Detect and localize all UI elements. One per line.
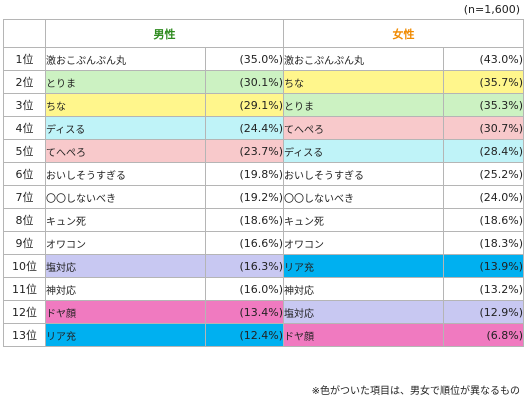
female-percent-cell: (35.3%) [443, 93, 524, 117]
male-term-cell: ディスる [45, 116, 206, 140]
male-term-cell: ドヤ顔 [45, 300, 206, 324]
table-row: 10位 塩対応 (16.3%) リア充 (13.9%) [3, 254, 524, 278]
male-percent-cell: (29.1%) [205, 93, 284, 117]
table-row: 6位 おいしそうすぎる (19.8%) おいしそうすぎる (25.2%) [3, 162, 524, 186]
male-percent-cell: (12.4%) [205, 323, 284, 347]
male-percent-cell: (30.1%) [205, 70, 284, 94]
female-percent-cell: (12.9%) [443, 300, 524, 324]
female-percent-cell: (13.9%) [443, 254, 524, 278]
female-term-cell: オワコン [283, 231, 444, 255]
male-term-cell: てへぺろ [45, 139, 206, 163]
table-row: 13位 リア充 (12.4%) ドヤ顔 (6.8%) [3, 323, 524, 347]
male-percent-cell: (16.3%) [205, 254, 284, 278]
female-term-cell: おいしそうすぎる [283, 162, 444, 186]
table-row: 1位 激おこぷんぷん丸 (35.0%) 激おこぷんぷん丸 (43.0%) [3, 47, 524, 71]
female-term-cell: 塩対応 [283, 300, 444, 324]
male-percent-cell: (23.7%) [205, 139, 284, 163]
male-header: 男性 [45, 19, 284, 48]
female-term-cell: ドヤ顔 [283, 323, 444, 347]
rank-cell: 10位 [3, 254, 46, 278]
male-term-cell: ちな [45, 93, 206, 117]
male-term-cell: リア充 [45, 323, 206, 347]
table-row: 12位 ドヤ顔 (13.4%) 塩対応 (12.9%) [3, 300, 524, 324]
female-percent-cell: (24.0%) [443, 185, 524, 209]
rank-cell: 8位 [3, 208, 46, 232]
male-term-cell: 〇〇しないべき [45, 185, 206, 209]
male-term-cell: 激おこぷんぷん丸 [45, 47, 206, 71]
table-row: 11位 神対応 (16.0%) 神対応 (13.2%) [3, 277, 524, 301]
female-percent-cell: (6.8%) [443, 323, 524, 347]
female-percent-cell: (18.6%) [443, 208, 524, 232]
footnote: ※色がついた項目は、男女で順位が異なるもの [311, 386, 520, 397]
sample-size-note: (n=1,600) [463, 3, 520, 16]
female-percent-cell: (30.7%) [443, 116, 524, 140]
rank-cell: 3位 [3, 93, 46, 117]
rank-cell: 6位 [3, 162, 46, 186]
female-header: 女性 [283, 19, 524, 48]
male-percent-cell: (18.6%) [205, 208, 284, 232]
female-percent-cell: (28.4%) [443, 139, 524, 163]
female-percent-cell: (25.2%) [443, 162, 524, 186]
male-term-cell: 神対応 [45, 277, 206, 301]
header-row: 男性 女性 [3, 19, 524, 48]
female-term-cell: キュン死 [283, 208, 444, 232]
male-percent-cell: (16.6%) [205, 231, 284, 255]
male-percent-cell: (35.0%) [205, 47, 284, 71]
rank-cell: 4位 [3, 116, 46, 140]
female-term-cell: ちな [283, 70, 444, 94]
rank-header-cell [3, 19, 46, 48]
male-term-cell: キュン死 [45, 208, 206, 232]
male-percent-cell: (24.4%) [205, 116, 284, 140]
table-row: 2位 とりま (30.1%) ちな (35.7%) [3, 70, 524, 94]
table-row: 3位 ちな (29.1%) とりま (35.3%) [3, 93, 524, 117]
table-row: 8位 キュン死 (18.6%) キュン死 (18.6%) [3, 208, 524, 232]
female-term-cell: リア充 [283, 254, 444, 278]
male-term-cell: とりま [45, 70, 206, 94]
rank-cell: 7位 [3, 185, 46, 209]
female-term-cell: 神対応 [283, 277, 444, 301]
female-percent-cell: (35.7%) [443, 70, 524, 94]
male-term-cell: 塩対応 [45, 254, 206, 278]
male-term-cell: おいしそうすぎる [45, 162, 206, 186]
table-row: 9位 オワコン (16.6%) オワコン (18.3%) [3, 231, 524, 255]
male-percent-cell: (19.8%) [205, 162, 284, 186]
female-term-cell: てへぺろ [283, 116, 444, 140]
female-percent-cell: (18.3%) [443, 231, 524, 255]
table-row: 5位 てへぺろ (23.7%) ディスる (28.4%) [3, 139, 524, 163]
table-row: 7位 〇〇しないべき (19.2%) 〇〇しないべき (24.0%) [3, 185, 524, 209]
male-term-cell: オワコン [45, 231, 206, 255]
male-percent-cell: (16.0%) [205, 277, 284, 301]
table-row: 4位 ディスる (24.4%) てへぺろ (30.7%) [3, 116, 524, 140]
female-term-cell: 〇〇しないべき [283, 185, 444, 209]
rank-cell: 12位 [3, 300, 46, 324]
female-percent-cell: (13.2%) [443, 277, 524, 301]
male-percent-cell: (13.4%) [205, 300, 284, 324]
female-term-cell: とりま [283, 93, 444, 117]
rank-cell: 9位 [3, 231, 46, 255]
rank-cell: 5位 [3, 139, 46, 163]
female-term-cell: ディスる [283, 139, 444, 163]
rank-cell: 13位 [3, 323, 46, 347]
rank-cell: 2位 [3, 70, 46, 94]
ranking-body: 1位 激おこぷんぷん丸 (35.0%) 激おこぷんぷん丸 (43.0%) 2位 とりま (30… [3, 47, 524, 347]
rank-cell: 11位 [3, 277, 46, 301]
male-percent-cell: (19.2%) [205, 185, 284, 209]
rank-cell: 1位 [3, 47, 46, 71]
female-term-cell: 激おこぷんぷん丸 [283, 47, 444, 71]
ranking-table: 男性 女性 1位 激おこぷんぷん丸 (35.0%) 激おこぷんぷん丸 (43.0%) 2位… [3, 19, 524, 347]
female-percent-cell: (43.0%) [443, 47, 524, 71]
